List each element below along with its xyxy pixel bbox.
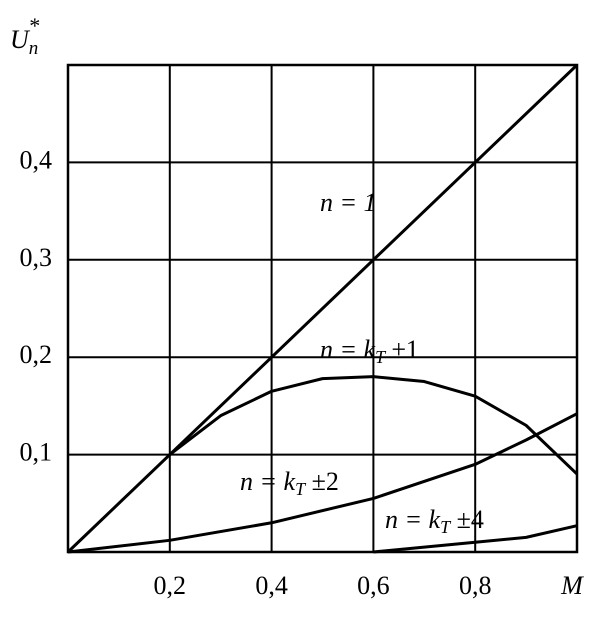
label-sub: T — [295, 479, 307, 499]
label-text: n = k — [320, 335, 376, 364]
x-tick-label: 0,4 — [255, 571, 288, 600]
label-tail: ±4 — [450, 505, 484, 534]
series-label: n = 1 — [320, 188, 377, 217]
series-line — [373, 524, 578, 554]
label-text: n = k — [385, 505, 441, 534]
x-axis-label: M — [560, 571, 584, 600]
plot-frame — [66, 63, 579, 554]
x-tick-label: 0,8 — [459, 571, 492, 600]
label-tail: ±1 — [385, 335, 419, 364]
y-tick-label: 0,1 — [20, 438, 53, 467]
series-label: n = kT ±1 — [320, 335, 419, 367]
label-tail: ±2 — [305, 467, 339, 496]
series-label: n = kT ±2 — [240, 467, 339, 499]
y-tick-label: 0,4 — [20, 145, 53, 174]
series-label: n = kT ±4 — [385, 505, 484, 537]
label-sub: T — [375, 347, 387, 367]
y-tick-label: 0,3 — [20, 243, 53, 272]
series-line — [66, 63, 579, 554]
label-sub: T — [440, 517, 452, 537]
x-tick-label: 0,6 — [357, 571, 390, 600]
y-axis-label: Un* — [10, 13, 39, 59]
label-text: n = 1 — [320, 188, 377, 217]
series-line — [67, 412, 578, 554]
x-tick-label: 0,2 — [154, 571, 187, 600]
y-tick-label: 0,2 — [20, 340, 53, 369]
label-text: n = k — [240, 467, 296, 496]
series-line — [168, 375, 579, 476]
